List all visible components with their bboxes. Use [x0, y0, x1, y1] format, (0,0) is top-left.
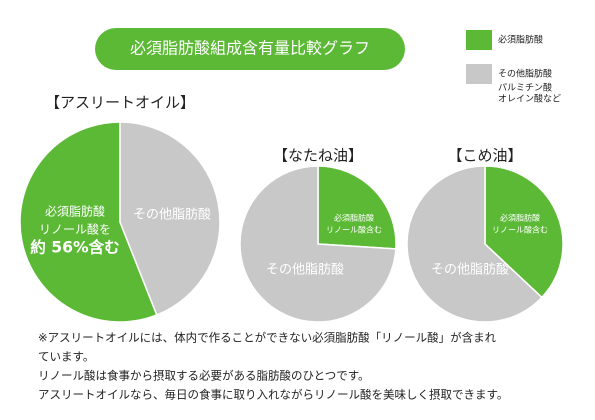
slice-annotation: 約 56%含む	[30, 238, 120, 257]
slice-annotation: リノール酸を	[39, 222, 111, 237]
legend-note: パルミチン酸	[498, 83, 552, 94]
chart-title: 必須脂肪酸組成含有量比較グラフ	[130, 39, 370, 58]
pie-slice	[119, 121, 221, 316]
footnote: ※アスリートオイルには、体内で作ることができない必須脂肪酸「リノール酸」が含まれ	[38, 331, 497, 345]
legend-swatch	[466, 64, 492, 84]
footnote: リノール酸は食事から摂取する必要がある脂肪酸のひとつです。	[38, 369, 370, 383]
pie-title: 【なたね油】	[273, 147, 363, 165]
slice-label: その他脂肪酸	[431, 262, 509, 278]
legend-note: オレイン酸など	[498, 94, 561, 105]
slice-annotation: リノール酸含む	[492, 225, 548, 235]
slice-label: 必須脂肪酸	[500, 213, 540, 223]
legend-label: その他脂肪酸	[498, 68, 552, 80]
slice-label: その他脂肪酸	[266, 262, 344, 278]
pie-slice	[406, 165, 543, 323]
legend-swatch	[466, 30, 492, 50]
pie-slice	[19, 121, 158, 323]
pie-slice	[317, 165, 397, 250]
pie-title: 【こめ油】	[447, 147, 522, 165]
slice-label: 必須脂肪酸	[334, 213, 374, 223]
slice-annotation: リノール酸含む	[326, 225, 382, 235]
pie-title: 【アスリートオイル】	[45, 94, 195, 112]
pie-slice	[239, 165, 397, 323]
slice-label: その他脂肪酸	[133, 207, 211, 223]
pie-slice	[484, 165, 564, 299]
legend-label: 必須脂肪酸	[498, 34, 543, 46]
footnote: アスリートオイルなら、毎日の食事に取り入れながらリノール酸を美味しく摂取できます…	[38, 388, 508, 402]
slice-label: 必須脂肪酸	[45, 204, 105, 219]
footnote: ています。	[38, 350, 94, 364]
title-pill	[95, 28, 405, 70]
